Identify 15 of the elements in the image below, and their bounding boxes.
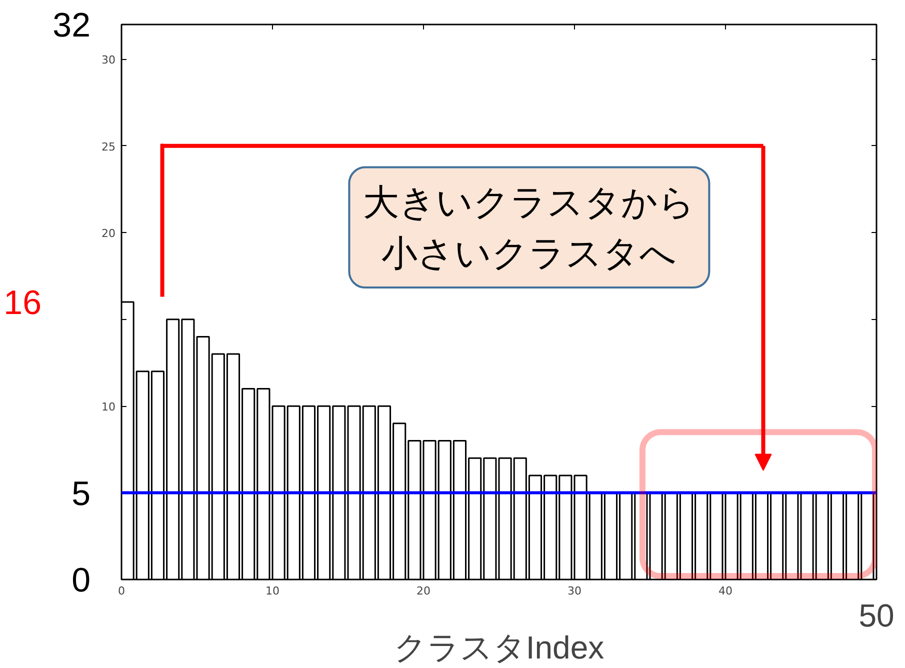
x-tick-label: 40 — [718, 584, 732, 598]
x-tick-label: 20 — [416, 584, 430, 598]
y-tick-label: 10 — [102, 400, 116, 414]
x-tick-label: 10 — [266, 584, 280, 598]
x-axis-title: クラスタIndex — [394, 630, 604, 666]
text: 32 — [52, 6, 91, 44]
y-tick-label: 25 — [102, 140, 116, 154]
annotation: 大きいクラスタから小さいクラスタへ — [363, 181, 696, 274]
y-tick-label: 20 — [102, 227, 116, 240]
ref-line-label: 5 — [72, 474, 91, 513]
y-tick-label: 30 — [102, 54, 116, 67]
text: 16 — [4, 284, 42, 322]
text: 50 — [858, 598, 894, 634]
x-tick-label: 0 — [118, 584, 125, 598]
x-tick-label: 30 — [568, 584, 582, 598]
